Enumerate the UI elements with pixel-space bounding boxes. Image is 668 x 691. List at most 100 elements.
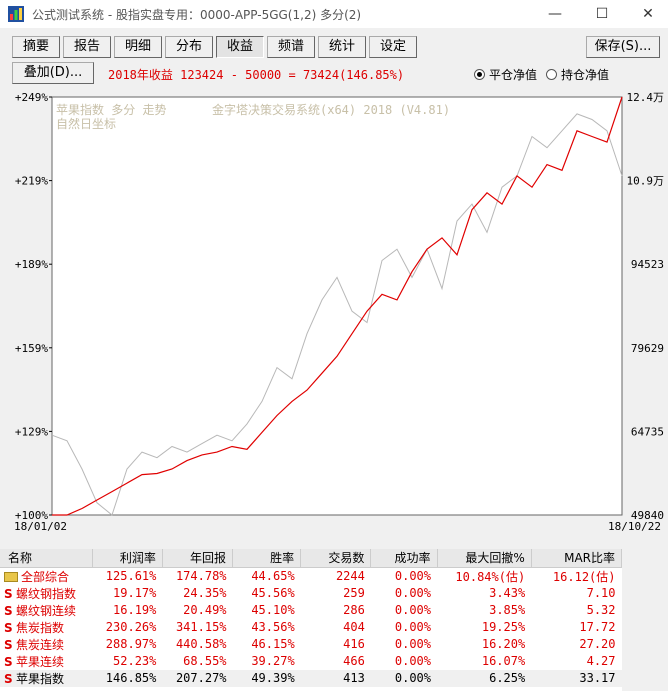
column-header[interactable]: 最大回撤% [437,549,532,568]
table-cell: 19.17% [113,586,157,600]
table-row[interactable]: S 苹果连续 52.23% 68.55% 39.27% 466 0.00% 16.07% 4.2… [0,653,622,670]
table-cell: 440.58% [175,637,227,651]
row-name-cell: S 焦炭连续 [0,636,92,653]
table-cell: 68.55% [183,654,227,668]
table-gutter [622,549,668,691]
column-header[interactable]: 交易数 [300,549,372,568]
tab-returns[interactable]: 收益 [216,36,264,58]
table-cell: 45.10% [251,603,295,617]
table-cell: 20.49% [183,603,227,617]
overlay-button[interactable]: 叠加(D)... [12,62,94,84]
tab-summary[interactable]: 摘要 [12,36,60,58]
radio-close-equity[interactable]: 平仓净值 [474,66,537,83]
table-row[interactable]: 全部综合 125.61% 174.78% 44.65% 2244 0.00% 10.84%(… [0,567,622,585]
row-name-cell: S 螺纹钢连续 [0,602,92,619]
table-cell: 0.00% [394,603,431,617]
table-cell: 7.10 [586,586,616,600]
strategy-s-icon: S [4,654,13,669]
y-right-tick-label: 12.4万 [627,91,665,104]
radio-checked-icon [474,69,485,80]
row-name: 焦炭连续 [16,637,65,652]
table-cell: 45.56% [251,586,295,600]
table-row[interactable]: S 苹果指数 146.85% 207.27% 49.39% 413 0.00% 6.25% 33… [0,669,622,687]
table-cell: 286 [343,603,365,617]
column-header[interactable]: 利润率 [92,549,163,568]
tab-detail[interactable]: 明细 [114,36,162,58]
results-table: 名称 利润率 年回报 胜率 交易数 成功率 最大回撤% MAR比率 全部综合 125.61% 17… [0,549,623,687]
table-cell: 17.72 [579,620,616,634]
tab-statistics[interactable]: 统计 [318,36,366,58]
minimize-button[interactable]: — [548,6,562,22]
radio-close-equity-label: 平仓净值 [489,68,538,82]
row-name-cell: S 螺纹钢指数 [0,585,92,602]
table-cell: 288.97% [105,637,157,651]
column-header[interactable]: 年回报 [162,549,234,568]
y-left-tick-label: +129% [15,425,48,438]
table-cell: 6.25% [437,669,532,687]
row-name: 苹果连续 [16,654,65,669]
row-name: 螺纹钢连续 [16,603,77,618]
tab-settings[interactable]: 设定 [369,36,417,58]
table-cell: 43.56% [251,620,295,634]
column-header[interactable]: 胜率 [232,549,302,568]
tab-spectrum[interactable]: 频谱 [267,36,315,58]
table-cell: 16.12(估) [552,569,616,584]
tab-distribution[interactable]: 分布 [165,36,213,58]
radio-unchecked-icon [546,69,557,80]
table-row[interactable]: S 焦炭指数 230.26% 341.15% 43.56% 404 0.00% 19.25% 1… [0,619,622,636]
column-header[interactable]: MAR比率 [531,549,623,568]
row-name: 苹果指数 [16,671,65,686]
tab-report[interactable]: 报告 [63,36,111,58]
table-cell: 0.00% [394,586,431,600]
table-cell: 27.20 [579,637,616,651]
table-cell: 125.61% [105,569,157,583]
save-button[interactable]: 保存(S)... [586,36,660,58]
table-cell: 2244 [335,569,365,583]
row-name-cell: S 苹果指数 [0,669,93,687]
table-cell: 16.07% [481,654,526,668]
row-name-cell: S 苹果连续 [0,653,92,670]
table-row[interactable]: S 焦炭连续 288.97% 440.58% 46.15% 416 0.00% 16.20% 2… [0,636,622,653]
maximize-button[interactable]: ☐ [595,6,609,22]
strategy-s-icon: S [4,637,13,652]
table-cell: 4.27 [586,654,616,668]
table-cell: 413 [300,669,371,687]
table-row[interactable]: S 螺纹钢连续 16.19% 20.49% 45.10% 286 0.00% 3.85% 5.3… [0,602,622,619]
radio-position-equity[interactable]: 持仓净值 [546,66,609,83]
table-cell: 0.00% [394,569,431,583]
table-row[interactable]: S 螺纹钢指数 19.17% 24.35% 45.56% 259 0.00% 3.43% 7.1… [0,585,622,602]
table-cell: 466 [343,654,365,668]
results-table-panel: 名称 利润率 年回报 胜率 交易数 成功率 最大回撤% MAR比率 全部综合 125.61% 17… [0,549,668,691]
watermark: 金字塔决策交易系统(x64) 2018 (V4.81) [212,102,450,117]
strategy-s-icon: S [4,603,13,618]
table-cell: 0.00% [370,669,437,687]
table-cell: 0.00% [394,637,431,651]
equity-chart: 苹果指数 多分 走势 自然日坐标 金字塔决策交易系统(x64) 2018 (V4… [0,88,668,538]
table-cell: 341.15% [175,620,227,634]
table-cell: 16.19% [113,603,157,617]
app-icon [8,6,24,22]
table-cell: 3.43% [489,586,526,600]
legend-line-1: 苹果指数 多分 走势 [56,102,166,117]
y-left-tick-label: +159% [15,342,48,355]
tab-bar: 摘要 报告 明细 分布 收益 频谱 统计 设定 保存(S)... [0,36,668,60]
y-left-tick-label: +189% [15,258,48,271]
table-cell: 230.26% [105,620,157,634]
close-button[interactable]: ✕ [642,6,654,22]
table-cell: 259 [343,586,365,600]
row-name-cell: 全部综合 [0,567,92,585]
table-cell: 16.20% [481,637,526,651]
table-cell: 404 [343,620,365,634]
table-cell: 33.17 [531,669,622,687]
strategy-s-icon: S [4,620,13,635]
annual-return-summary: 2018年收益 123424 - 50000 = 73424(146.85%) [108,68,405,82]
y-left-tick-label: +219% [15,175,48,188]
column-header[interactable]: 成功率 [370,549,438,568]
column-header[interactable]: 名称 [0,549,93,568]
strategy-s-icon: S [4,586,13,601]
x-start-label: 18/01/02 [14,520,67,533]
table-cell: 174.78% [175,569,227,583]
x-end-label: 18/10/22 [608,520,661,533]
table-cell: 24.35% [183,586,227,600]
strategy-s-icon: S [4,671,13,686]
